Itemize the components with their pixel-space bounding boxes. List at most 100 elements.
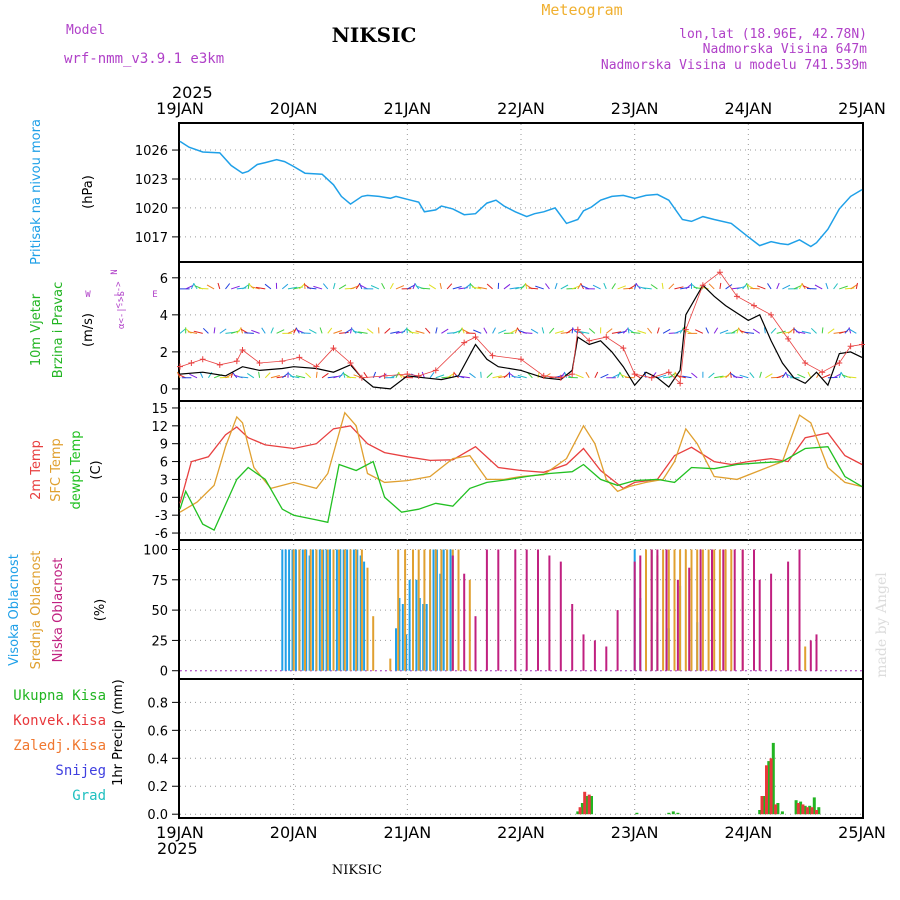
wind-barb [656, 327, 660, 334]
cloud-bar [449, 549, 452, 671]
wind-barb [585, 371, 590, 379]
cloud-bar [338, 549, 341, 671]
y-tick-label: 0.0 [147, 808, 168, 823]
cloud-bar [326, 549, 329, 671]
wind-barb [763, 327, 766, 334]
precip-bar [812, 797, 816, 815]
wind-barb [657, 374, 667, 379]
y-tick-label: 0 [160, 665, 168, 680]
cloud-bar [798, 549, 801, 671]
wind-barb [528, 287, 539, 290]
temp-axis-title-sfc: SFC Temp [49, 438, 64, 502]
wind-speed-line [179, 284, 863, 390]
wind-barb [630, 331, 641, 334]
wind-barb [401, 328, 408, 334]
precip-bar [765, 765, 768, 815]
wind-barb [509, 287, 519, 290]
temp-axis-title-2m: 2m Temp [29, 440, 44, 500]
wind-barb [236, 327, 242, 334]
wind-barb [605, 328, 613, 334]
cloud-bar [412, 549, 414, 671]
wind-barb [332, 282, 336, 290]
coordinates-label: lon,lat (18.96E, 42.78N) [679, 27, 867, 42]
model-elevation-label: Nadmorska Visina u modelu 741.539m [601, 58, 867, 73]
wind-barb [458, 327, 463, 334]
wind-barb [358, 331, 368, 334]
wind-barb [359, 282, 363, 290]
cloud-bar [356, 549, 359, 671]
wind-barb [435, 374, 445, 379]
cloud-bar [372, 616, 375, 671]
x-label-bottom: 21JAN [383, 823, 431, 842]
precip-bar [776, 803, 780, 815]
cloud-bar [676, 579, 679, 671]
cloud-bar [485, 549, 488, 671]
cloud-bar [724, 549, 727, 671]
cloud-bar [309, 549, 312, 671]
wind-barb [270, 327, 274, 334]
precip-bar [794, 800, 798, 815]
cloud-bar [281, 549, 284, 671]
wind-barb [319, 327, 323, 334]
wind-barb [708, 372, 715, 379]
x-label-top: 24JAN [724, 99, 772, 118]
wind-barb [807, 371, 812, 379]
x-label-top: 22JAN [497, 99, 545, 118]
precip-bar [667, 812, 671, 815]
cloud-bar [468, 579, 471, 671]
wind-barb [344, 328, 352, 334]
wind-barb [770, 327, 777, 334]
cloud-bar [342, 549, 345, 671]
cloud-bar [662, 549, 665, 671]
y-tick-label: 1017 [135, 231, 168, 246]
wind-compass-west: W [85, 290, 91, 300]
cloud-bar [559, 561, 562, 671]
wind-barb [650, 284, 658, 290]
wind-barb [825, 282, 829, 290]
wind-barb [503, 372, 510, 379]
wind-barb [544, 283, 550, 290]
cloud-bar [395, 628, 397, 671]
wind-barb [342, 371, 346, 378]
legend-convective-rain: Konvek.Kisa [13, 713, 106, 729]
precip-bar [590, 796, 593, 815]
x-label-bottom: 19JAN [156, 823, 204, 842]
wind-barb [731, 328, 739, 334]
cloud-axis-unit: (%) [93, 599, 108, 622]
wind-barb [765, 373, 773, 379]
wind-barb [782, 284, 791, 290]
cloud-axis-title-mid: Srednja Oblacnost [29, 551, 44, 670]
wind-barb [366, 328, 374, 334]
wind-barb [177, 373, 186, 379]
wind-barb [821, 327, 824, 334]
wind-barb [733, 376, 743, 379]
cloud-bar [474, 616, 477, 671]
legend-hail: Grad [72, 788, 106, 804]
wind-barb [674, 286, 684, 290]
cloud-bar [537, 549, 539, 671]
wind-barb [683, 329, 692, 334]
wind-barb [428, 284, 437, 290]
wind-barb [833, 283, 839, 290]
wind-barb [236, 287, 247, 290]
wind-barb [299, 283, 305, 290]
wind-barb [193, 330, 203, 334]
wind-compass-south: α<-|->S [117, 291, 127, 329]
wind-barb [611, 373, 620, 379]
precip-bar [799, 801, 803, 815]
wind-barb [855, 282, 858, 290]
precip-bar [769, 758, 773, 815]
precip-bar [671, 811, 675, 815]
wind-barb [566, 328, 574, 334]
wind-barb [520, 283, 527, 290]
wind-barb [415, 330, 425, 334]
cloud-bar [525, 549, 528, 671]
cloud-bar [582, 634, 585, 671]
cloud-bar [315, 549, 318, 671]
wind-barb [503, 283, 511, 290]
wind-barb [187, 331, 198, 334]
wind-barb [439, 282, 442, 290]
wind-barb [752, 328, 760, 334]
cloud-bar [432, 549, 435, 671]
cloud-bar [298, 549, 301, 671]
